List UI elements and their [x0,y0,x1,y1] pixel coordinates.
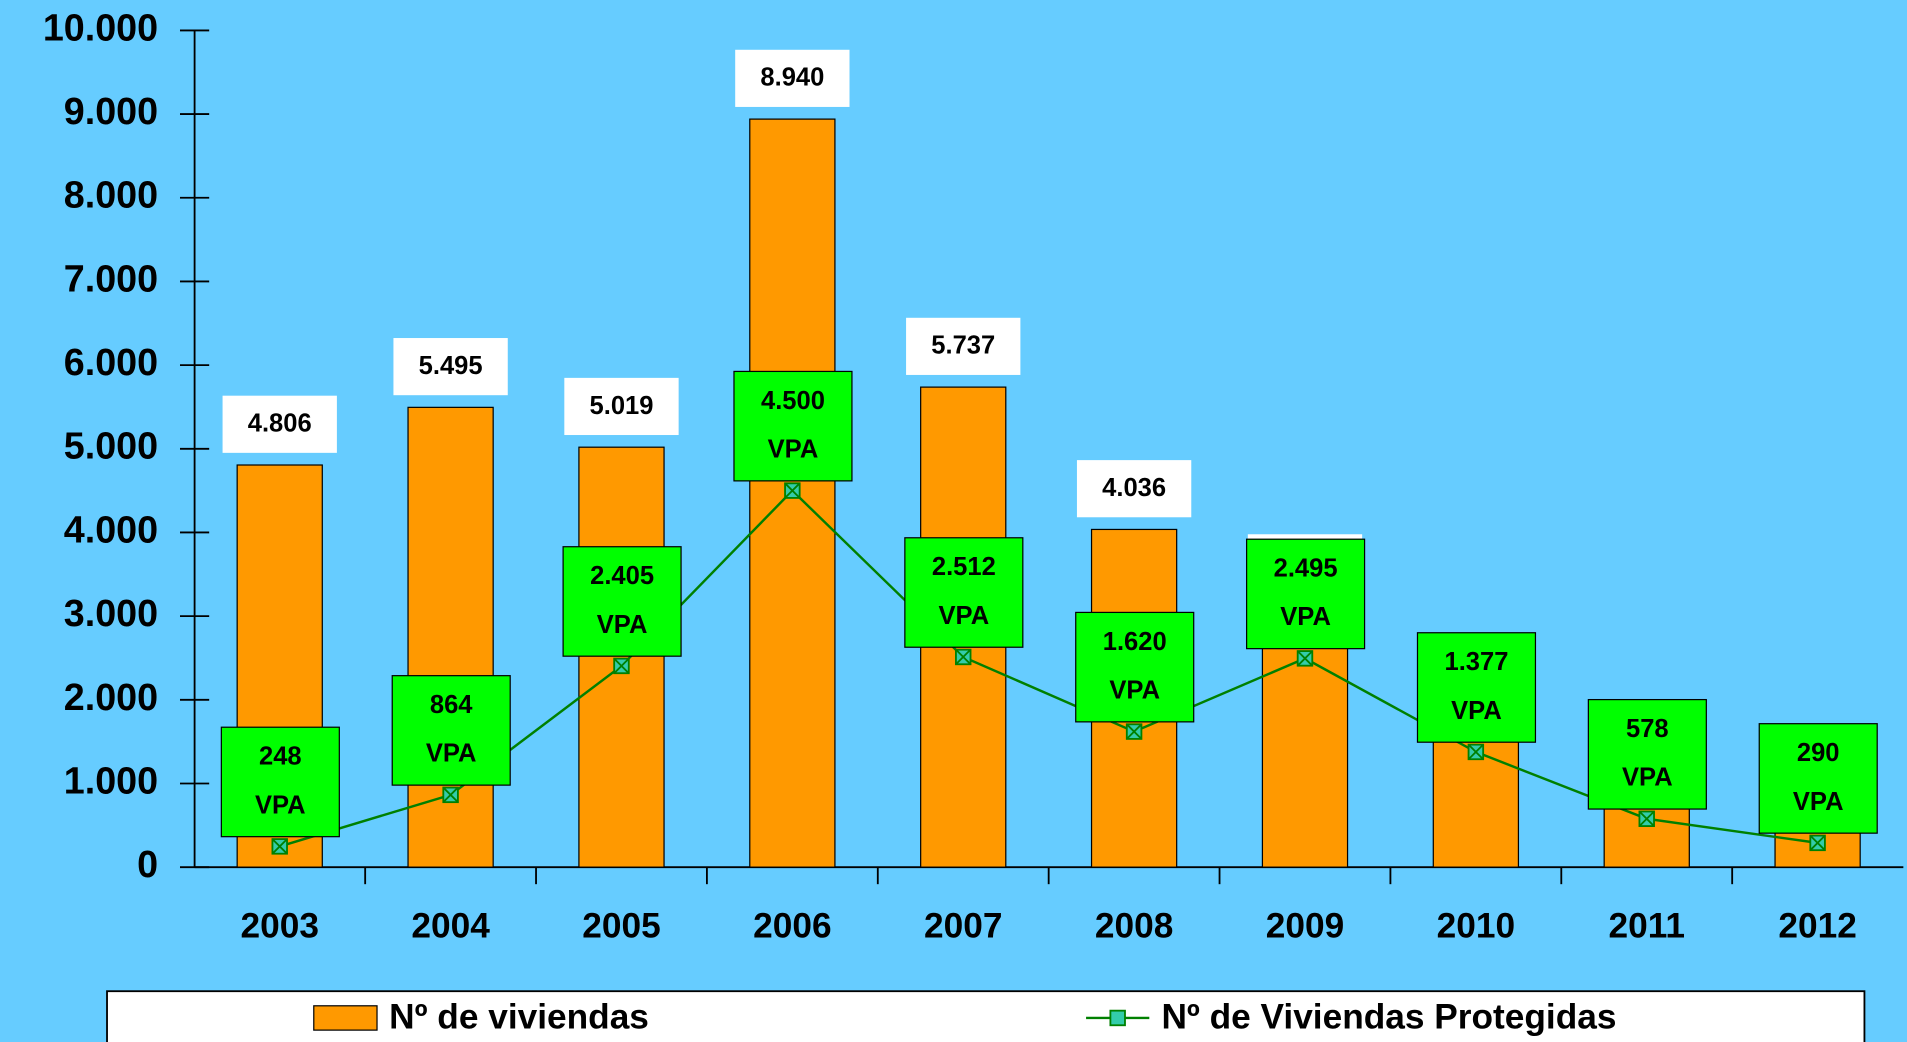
line [279,488,1818,848]
legend-label: Nº de viviendas [389,997,649,1036]
x-tick-label: 2008 [1095,906,1173,945]
marker [784,482,801,499]
data-label: 5.495 [419,352,483,380]
data-label-box [1587,698,1707,810]
x-tick-label: 2004 [411,906,490,945]
marker-cross [955,649,972,665]
data-label: 248 VPA [255,742,306,819]
x-tick-label: 2009 [1266,906,1344,945]
data-label: 8.940 [760,64,824,92]
plot: 0 1.000 2.000 3.000 4.000 5.000 6.000 7.000 8.00… [43,6,1904,1042]
data-label-box [222,395,337,453]
x-tick-label: 2010 [1437,906,1515,945]
y-tick-label: 7.000 [64,257,158,299]
x-tick-label: 2003 [241,906,319,945]
data-label-box [564,377,679,436]
marker-cross [271,838,288,855]
marker [1467,743,1485,761]
y-tick-label: 6.000 [64,341,158,383]
marker-cross [1467,743,1484,760]
data-label: 864 VPA [426,691,477,768]
marker-cross [784,482,801,499]
marker-cross [1638,810,1655,827]
legend-box [106,990,1866,1042]
legend-label: Nº de Viviendas Protegidas [1161,997,1616,1036]
x-tick-label: 2006 [753,906,831,945]
marker-cross [442,786,459,803]
marker-cross [1126,723,1143,740]
y-tick-label: 8.000 [64,174,158,216]
y-tick-label: 9.000 [64,90,158,132]
data-label: 2.495 VPA [1274,554,1338,631]
data-label: 4.806 [248,410,312,438]
bar [578,446,665,868]
y-tick-label: 0 [137,843,158,885]
data-label: 1.377 VPA [1445,648,1509,725]
legend-marker [1109,1009,1126,1027]
data-label: 4.036 [1102,474,1166,502]
marker [442,786,459,804]
data-label-box [1758,723,1878,834]
data-label: 578 VPA [1622,715,1673,792]
marker-cross [1809,834,1826,851]
data-label-box [735,49,850,107]
y-tick-label: 4.000 [64,508,158,550]
data-label: 1.620 VPA [1103,628,1167,705]
data-label-box [733,370,853,482]
data-label: 5.737 [931,332,995,360]
marker [1296,650,1314,667]
marker [1125,723,1143,740]
y-tick-label: 5.000 [64,425,158,467]
data-label-box [906,317,1021,375]
marker [1638,810,1655,827]
marker [1809,834,1826,852]
y-tick-label: 3.000 [64,592,158,634]
data-label: 4.500 VPA [761,387,825,464]
marker-cross [1297,650,1313,667]
data-label-box [1075,611,1195,723]
legend-swatch [313,1005,378,1031]
data-label-box [1076,460,1192,518]
marker-cross [613,657,630,674]
y-tick-label: 1.000 [64,759,158,801]
x-tick-label: 2005 [582,906,660,945]
y-tick-label: 10.000 [43,6,158,48]
marker [613,657,630,675]
data-label: 2.512 VPA [932,553,996,630]
data-label-box [220,726,340,838]
data-label-box [904,537,1024,648]
data-label-box [1245,538,1366,650]
marker [271,838,288,855]
x-tick-label: 2011 [1608,906,1684,945]
data-label-box [1416,632,1537,743]
x-tick-label: 2012 [1778,906,1856,945]
data-label-box [391,675,511,786]
x-tick-label: 2007 [924,906,1002,945]
data-label: 2.405 VPA [590,562,654,639]
data-label-box [562,546,682,657]
data-label-box [393,338,508,396]
data-label: 5.019 [590,392,654,420]
y-tick-label: 2.000 [64,676,158,718]
data-label: 290 VPA [1793,739,1844,816]
marker [955,648,972,666]
